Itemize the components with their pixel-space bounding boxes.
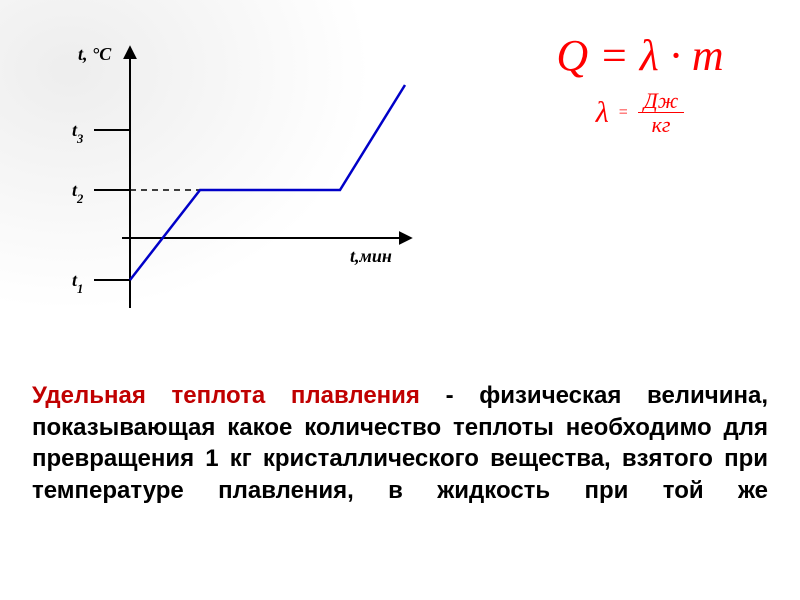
formula-block: Q = λ · m λ = Дж кг bbox=[500, 30, 780, 136]
svg-text:t, °C: t, °C bbox=[78, 44, 112, 64]
formula-main: Q = λ · m bbox=[500, 30, 780, 81]
fraction-numerator: Дж bbox=[638, 89, 684, 113]
melting-chart: t, °C t,мин t1 t2 t3 bbox=[40, 30, 440, 350]
svg-text:t1: t1 bbox=[72, 270, 83, 296]
units-fraction: Дж кг bbox=[638, 89, 684, 136]
formula-units: λ = Дж кг bbox=[500, 89, 780, 136]
fraction-denominator: кг bbox=[646, 113, 677, 136]
equals-sign: = bbox=[619, 104, 628, 122]
lambda-symbol: λ bbox=[596, 96, 609, 130]
chart-svg: t, °C t,мин t1 t2 t3 bbox=[40, 30, 440, 350]
definition-dash: - bbox=[420, 382, 479, 409]
definition-text: Удельная теплота плавления - физическая … bbox=[32, 380, 768, 507]
svg-text:t3: t3 bbox=[72, 120, 83, 146]
svg-text:t,мин: t,мин bbox=[350, 246, 392, 266]
definition-term: Удельная теплота плавления bbox=[32, 382, 420, 409]
svg-text:t2: t2 bbox=[72, 180, 84, 206]
